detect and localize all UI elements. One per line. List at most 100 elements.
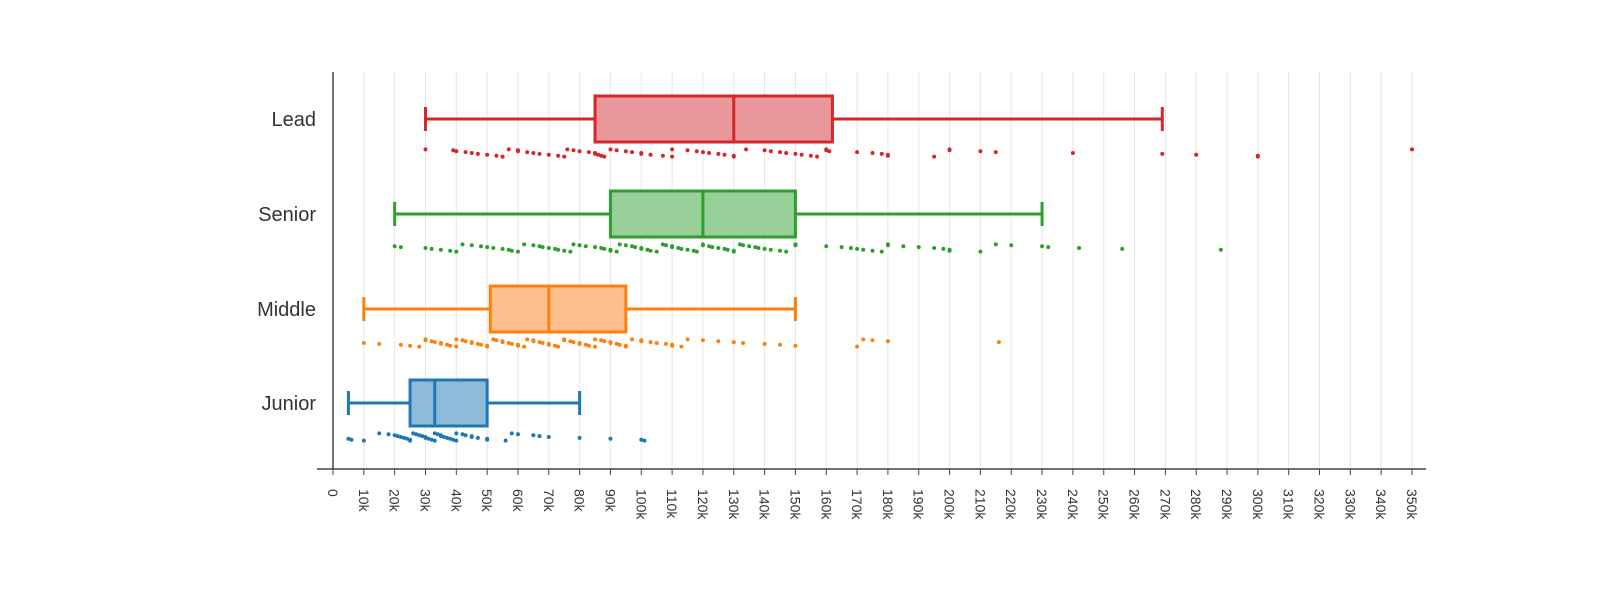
point-senior (654, 249, 659, 254)
axes (317, 72, 1426, 470)
x-tick-label: 340k (1373, 489, 1389, 520)
point-senior (660, 242, 665, 247)
point-lead (556, 153, 561, 158)
boxes-layer (346, 94, 1164, 428)
point-junior (361, 438, 366, 443)
point-middle (540, 341, 545, 345)
point-middle (438, 341, 443, 346)
point-lead (947, 148, 952, 153)
point-lead (608, 147, 613, 152)
point-junior (377, 431, 382, 436)
point-middle (494, 338, 499, 343)
point-junior (546, 435, 551, 439)
point-junior (537, 434, 542, 439)
point-senior (460, 242, 465, 247)
point-junior (432, 438, 437, 443)
point-junior (445, 435, 450, 440)
x-tick-label: 190k (911, 489, 927, 520)
point-senior (546, 246, 551, 250)
point-lead (577, 149, 582, 154)
point-senior (568, 249, 573, 254)
box-iqr (488, 284, 628, 334)
point-senior (916, 245, 921, 250)
point-middle (778, 342, 783, 347)
point-senior (509, 248, 514, 253)
point-senior (741, 243, 746, 248)
point-junior (404, 436, 409, 441)
point-middle (670, 343, 675, 348)
point-junior (429, 437, 434, 442)
point-senior (571, 242, 576, 247)
x-tick-label: 150k (787, 489, 803, 520)
point-middle (608, 341, 613, 345)
x-tick-label: 170k (849, 489, 865, 520)
point-junior (577, 435, 582, 440)
point-lead (531, 151, 536, 155)
point-middle (485, 344, 490, 349)
point-lead (571, 148, 576, 153)
point-senior (731, 249, 736, 254)
point-junior (432, 431, 437, 436)
point-senior (599, 246, 604, 250)
point-senior (870, 248, 875, 253)
point-senior (500, 246, 505, 251)
x-tick-label: 160k (818, 489, 834, 520)
point-senior (522, 242, 527, 247)
point-middle (586, 343, 591, 348)
point-senior (438, 247, 443, 252)
point-senior (737, 242, 742, 247)
point-junior (426, 436, 431, 441)
x-tick-label: 10k (356, 489, 372, 513)
point-senior (824, 244, 829, 249)
x-axis-ticks: 0 10k 20k 30k 40k 50k 60k 70k 80k 90k 100k 110k 120k… (325, 469, 1420, 520)
point-middle (525, 337, 530, 342)
point-middle (515, 343, 520, 348)
point-senior (879, 249, 884, 254)
point-senior (448, 248, 453, 253)
point-junior (435, 432, 440, 437)
x-tick-label: 310k (1281, 489, 1297, 520)
point-lead (993, 150, 998, 155)
point-senior (784, 249, 789, 254)
point-lead (815, 154, 820, 159)
point-lead (824, 148, 829, 153)
point-junior (509, 431, 514, 436)
point-middle (531, 339, 536, 344)
x-tick-label: 90k (602, 489, 618, 513)
point-lead (463, 150, 468, 155)
point-lead (731, 154, 736, 159)
point-middle (506, 341, 511, 345)
category-label-lead: Lead (272, 109, 317, 131)
point-senior (1046, 245, 1051, 250)
point-junior (420, 434, 425, 439)
point-middle (654, 341, 659, 345)
box-middle (362, 284, 797, 334)
x-tick-label: 180k (880, 489, 896, 520)
point-senior (1077, 246, 1082, 250)
point-senior (602, 246, 607, 251)
point-junior (503, 438, 508, 443)
point-middle (731, 340, 736, 345)
point-middle (463, 339, 468, 344)
x-tick-label: 70k (541, 489, 557, 513)
point-middle (568, 339, 573, 344)
point-senior (685, 247, 690, 252)
point-senior (855, 246, 860, 251)
point-junior (386, 432, 391, 437)
point-senior (663, 243, 668, 248)
x-tick-label: 240k (1065, 489, 1081, 520)
point-senior (1218, 247, 1223, 252)
x-tick-label: 350k (1404, 489, 1420, 520)
point-senior (762, 246, 767, 251)
point-senior (670, 245, 675, 250)
point-junior (642, 438, 647, 443)
point-middle (583, 342, 588, 347)
x-tick-label: 0 (325, 489, 341, 497)
point-lead (685, 148, 690, 153)
point-junior (531, 433, 536, 438)
point-senior (947, 248, 952, 253)
category-labels: Lead Senior Middle Junior (257, 109, 316, 415)
point-senior (1120, 246, 1125, 251)
point-lead (768, 149, 773, 154)
point-senior (1009, 243, 1014, 248)
